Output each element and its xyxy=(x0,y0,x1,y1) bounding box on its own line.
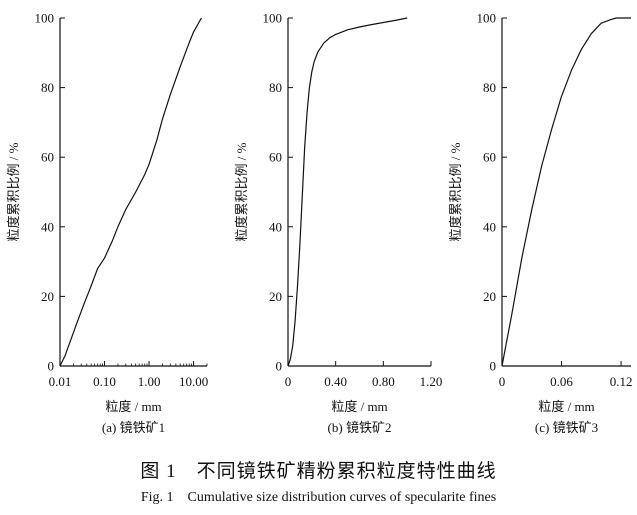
series-line-0 xyxy=(287,17,408,367)
x-tick-label: 0.12 xyxy=(610,374,633,389)
y-tick-label: 40 xyxy=(41,219,54,234)
y-tick-label: 80 xyxy=(483,80,496,95)
x-axis-label: 粒度 / mm xyxy=(331,399,387,414)
x-tick-label: 0.10 xyxy=(93,374,116,389)
y-tick-label: 40 xyxy=(483,219,496,234)
x-tick-label: 1.20 xyxy=(420,374,443,389)
y-tick-label: 20 xyxy=(269,289,282,304)
y-tick-label: 0 xyxy=(490,359,497,374)
series-line-0 xyxy=(59,17,202,367)
x-tick-label: 1.00 xyxy=(138,374,161,389)
y-tick-label: 80 xyxy=(41,80,54,95)
x-tick-label: 0.80 xyxy=(372,374,395,389)
y-axis-label: 粒度累积比例 / % xyxy=(234,142,249,241)
x-axis-label: 粒度 / mm xyxy=(538,399,594,414)
figure-caption-chinese: 图 1 不同镜铁矿精粉累积粒度特性曲线 xyxy=(140,461,497,482)
panel-label: (a) 镜铁矿1 xyxy=(102,420,165,435)
y-tick-label: 60 xyxy=(483,150,496,165)
y-axis-label: 粒度累积比例 / % xyxy=(448,142,463,241)
y-tick-label: 80 xyxy=(269,80,282,95)
y-tick-label: 100 xyxy=(263,11,283,26)
chart-panel-2: 0 20 40 60 80 100 0 0.06 0.12 粒度 / mm (c) 镜铁矿3 粒度累积… xyxy=(448,11,632,436)
chart-panel-0: 0 20 40 60 80 100 0.01 0.10 1.00 10.00 粒度 / mm (a) … xyxy=(6,11,208,436)
figure-caption-english: Fig. 1 Cumulative size distribution curv… xyxy=(140,490,497,505)
panel-label: (c) 镜铁矿3 xyxy=(535,420,598,435)
y-tick-label: 20 xyxy=(41,289,54,304)
x-tick-label: 10.00 xyxy=(179,374,208,389)
x-tick-label: 0.06 xyxy=(550,374,573,389)
y-tick-label: 20 xyxy=(483,289,496,304)
y-tick-label: 40 xyxy=(269,219,282,234)
y-tick-label: 0 xyxy=(48,359,55,374)
series-line-0 xyxy=(501,17,631,367)
figure-canvas: 0 20 40 60 80 100 0.01 0.10 1.00 10.00 粒度 / mm (a) … xyxy=(6,11,632,436)
y-tick-label: 0 xyxy=(276,359,283,374)
y-tick-label: 60 xyxy=(269,150,282,165)
y-tick-label: 100 xyxy=(477,11,497,26)
y-tick-label: 100 xyxy=(35,11,55,26)
panel-label: (b) 镜铁矿2 xyxy=(328,420,392,435)
x-tick-label: 0 xyxy=(285,374,292,389)
x-tick-label: 0.40 xyxy=(324,374,347,389)
y-axis-label: 粒度累积比例 / % xyxy=(6,142,21,241)
x-tick-label: 0.01 xyxy=(49,374,72,389)
chart-panel-1: 0 20 40 60 80 100 0 0.40 0.80 1.20 粒度 / mm (b) 镜铁矿2… xyxy=(234,11,442,436)
y-tick-label: 60 xyxy=(41,150,54,165)
x-axis-label: 粒度 / mm xyxy=(105,399,161,414)
x-tick-label: 0 xyxy=(499,374,506,389)
